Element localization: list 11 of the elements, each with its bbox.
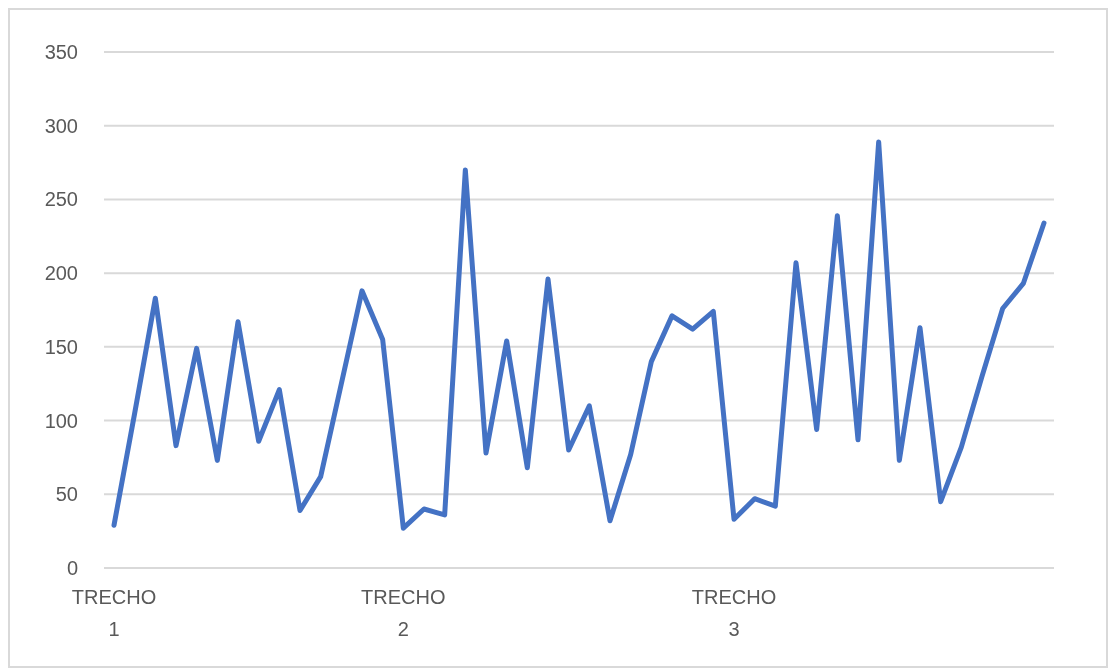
y-tick-label: 100: [44, 409, 78, 432]
y-tick-label: 200: [44, 262, 78, 285]
y-tick-label: 250: [44, 188, 78, 211]
x-tick-label: TRECHO 2: [361, 586, 446, 640]
y-tick-label: 50: [55, 483, 78, 506]
x-tick-label: TRECHO 1: [71, 586, 157, 640]
x-tick-label: TRECHO 3: [691, 586, 777, 640]
y-tick-label: 300: [44, 114, 78, 137]
y-tick-label: 150: [44, 335, 78, 358]
y-tick-label: 350: [44, 41, 78, 63]
y-tick-label: 0: [66, 557, 78, 579]
